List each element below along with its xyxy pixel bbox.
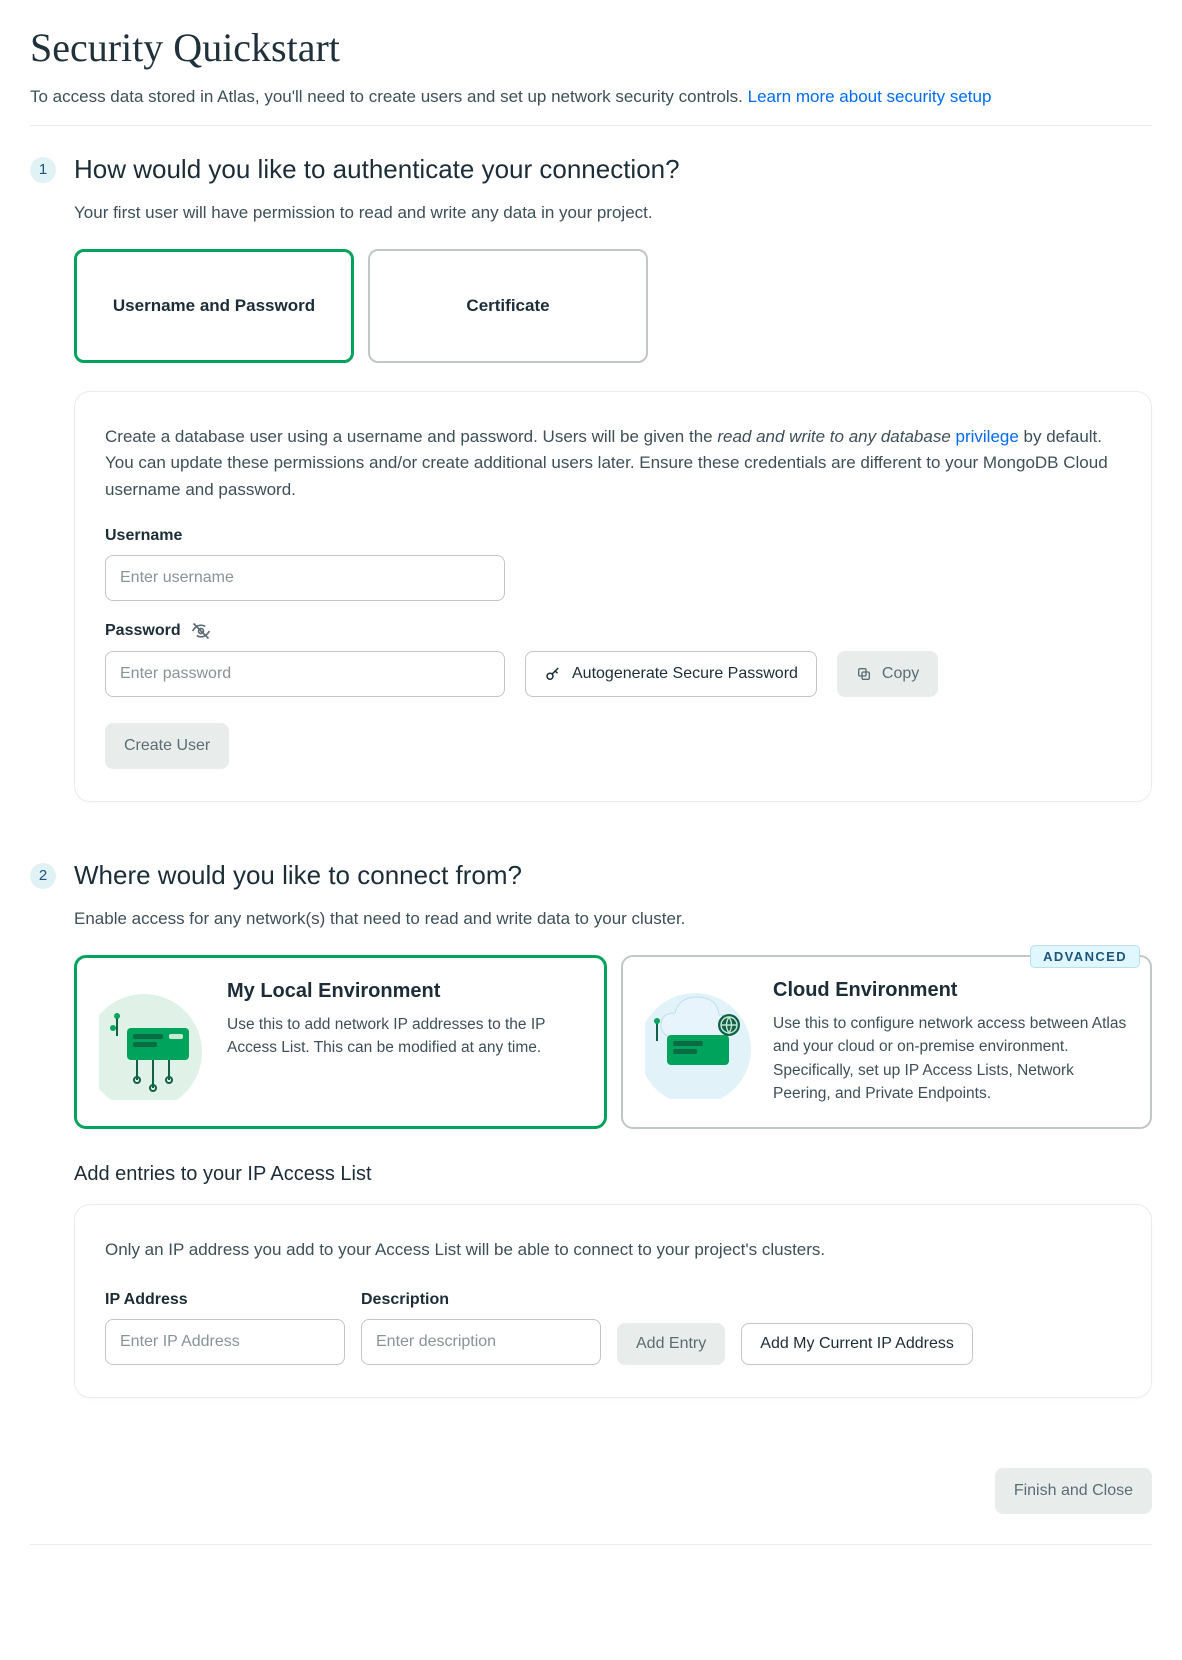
env-cloud-desc: Use this to configure network access bet… — [773, 1012, 1128, 1105]
ip-entry-row: IP Address Description Add Entry Add My … — [105, 1291, 1121, 1365]
option-username-password[interactable]: Username and Password — [74, 249, 354, 363]
autogenerate-password-button[interactable]: Autogenerate Secure Password — [525, 651, 817, 697]
step-2: 2 Where would you like to connect from? … — [30, 860, 1152, 1398]
panel-description: Create a database user using a username … — [105, 424, 1121, 503]
learn-more-link[interactable]: Learn more about security setup — [748, 87, 992, 106]
ip-address-column: IP Address — [105, 1291, 345, 1365]
ip-access-heading: Add entries to your IP Access List — [74, 1163, 1152, 1186]
auth-option-row: Username and Password Certificate — [74, 249, 1152, 363]
description-label: Description — [361, 1291, 601, 1309]
create-user-button[interactable]: Create User — [105, 723, 229, 769]
finish-label: Finish and Close — [1014, 1482, 1133, 1500]
copy-icon — [856, 666, 872, 682]
footer-row: Finish and Close — [30, 1468, 1152, 1545]
key-icon — [544, 665, 562, 683]
panel-text-em: read and write to any database — [717, 427, 955, 446]
username-field-block: Username — [105, 527, 1121, 601]
option-cloud-environment[interactable]: ADVANCED — [621, 955, 1152, 1129]
panel-text-1: Create a database user using a username … — [105, 427, 717, 446]
env-card-body: My Local Environment Use this to add net… — [227, 980, 582, 1104]
create-user-label: Create User — [124, 737, 210, 755]
user-credentials-panel: Create a database user using a username … — [74, 391, 1152, 802]
step-1: 1 How would you like to authenticate you… — [30, 154, 1152, 802]
intro-text: To access data stored in Atlas, you'll n… — [30, 87, 748, 106]
step-1-badge: 1 — [30, 157, 56, 183]
username-input[interactable] — [105, 555, 505, 601]
description-input[interactable] — [361, 1319, 601, 1365]
option-local-environment[interactable]: My Local Environment Use this to add net… — [74, 955, 607, 1129]
env-local-desc: Use this to add network IP addresses to … — [227, 1013, 582, 1060]
page-title: Security Quickstart — [30, 24, 1152, 71]
ip-panel-intro: Only an IP address you add to your Acces… — [105, 1237, 1121, 1263]
add-entry-label: Add Entry — [636, 1335, 706, 1353]
step-1-title: How would you like to authenticate your … — [74, 154, 680, 185]
env-cloud-title: Cloud Environment — [773, 979, 1128, 1002]
step-2-badge: 2 — [30, 863, 56, 889]
password-label-text: Password — [105, 622, 181, 640]
description-column: Description — [361, 1291, 601, 1365]
step-1-header: 1 How would you like to authenticate you… — [30, 154, 1152, 185]
advanced-badge: ADVANCED — [1030, 945, 1140, 968]
env-local-title: My Local Environment — [227, 980, 582, 1003]
finish-and-close-button[interactable]: Finish and Close — [995, 1468, 1152, 1514]
password-field-block: Password — [105, 621, 1121, 697]
add-current-ip-button[interactable]: Add My Current IP Address — [741, 1323, 973, 1365]
copy-button[interactable]: Copy — [837, 651, 938, 697]
cloud-environment-illustration — [645, 979, 755, 1089]
environment-option-row: My Local Environment Use this to add net… — [74, 955, 1152, 1129]
add-entry-button[interactable]: Add Entry — [617, 1323, 725, 1365]
step-1-subtitle: Your first user will have permission to … — [74, 203, 1152, 223]
option-certificate[interactable]: Certificate — [368, 249, 648, 363]
option-label: Certificate — [466, 296, 549, 316]
password-label: Password — [105, 621, 1121, 641]
privilege-link[interactable]: privilege — [956, 427, 1019, 446]
autogenerate-label: Autogenerate Secure Password — [572, 665, 798, 683]
local-environment-illustration — [99, 980, 209, 1090]
add-current-ip-label: Add My Current IP Address — [760, 1335, 954, 1353]
ip-access-panel: Only an IP address you add to your Acces… — [74, 1204, 1152, 1398]
step-2-subtitle: Enable access for any network(s) that ne… — [74, 909, 1152, 929]
ip-address-input[interactable] — [105, 1319, 345, 1365]
step-2-header: 2 Where would you like to connect from? — [30, 860, 1152, 891]
intro-row: To access data stored in Atlas, you'll n… — [30, 87, 1152, 126]
copy-label: Copy — [882, 665, 919, 683]
eye-off-icon[interactable] — [191, 621, 211, 641]
step-2-title: Where would you like to connect from? — [74, 860, 522, 891]
username-label: Username — [105, 527, 1121, 545]
ip-address-label: IP Address — [105, 1291, 345, 1309]
password-input[interactable] — [105, 651, 505, 697]
option-label: Username and Password — [113, 296, 315, 316]
env-card-body: Cloud Environment Use this to configure … — [773, 979, 1128, 1105]
